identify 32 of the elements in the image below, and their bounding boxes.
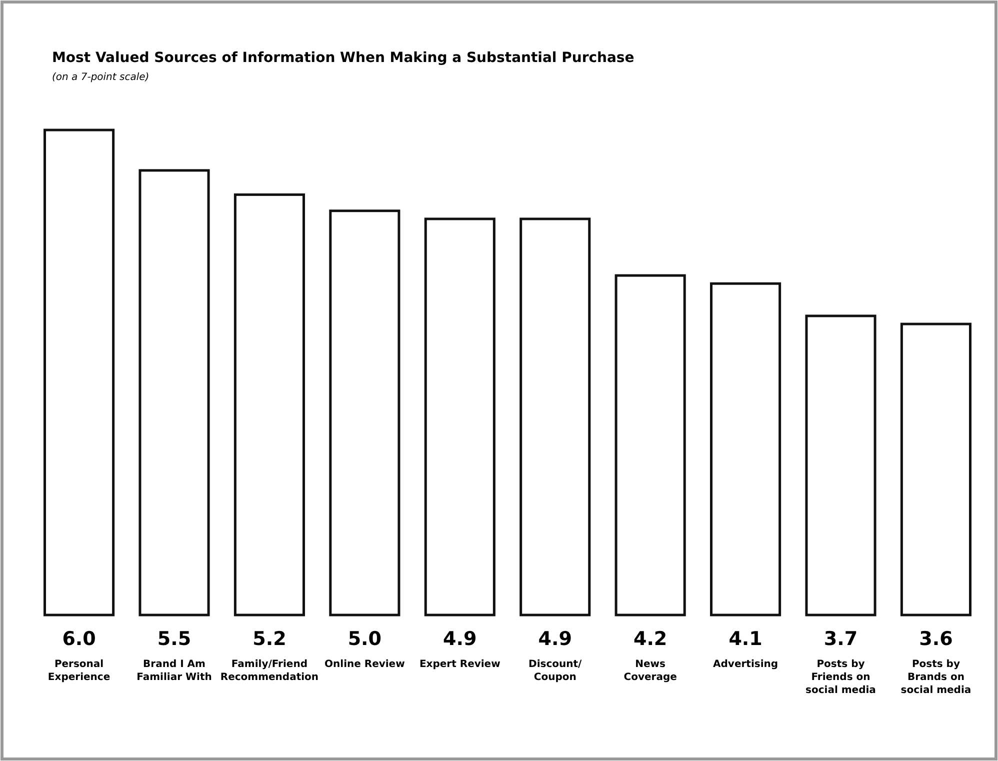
x-tick-label: Expert Review <box>419 659 500 670</box>
bar <box>805 314 876 616</box>
x-tick-label: Posts by Friends on social media <box>806 659 876 696</box>
x-tick-label: Brand I Am Familiar With <box>136 659 212 683</box>
data-label: 6.0 <box>62 628 96 650</box>
bar <box>520 218 591 616</box>
data-label: 5.5 <box>157 628 192 650</box>
bar <box>44 128 115 616</box>
bar <box>138 169 210 616</box>
bar <box>234 193 305 616</box>
data-label: 4.2 <box>633 628 668 650</box>
bar <box>329 210 400 616</box>
x-tick-label: Posts by Brands on social media <box>900 659 972 696</box>
chart-title: Most Valued Sources of Information When Making a Substantial Purchase <box>52 50 634 66</box>
x-tick-label: News Coverage <box>624 659 678 683</box>
data-label: 4.9 <box>443 628 477 650</box>
x-tick-label: Online Review <box>324 659 405 670</box>
data-label: 4.1 <box>728 628 762 650</box>
bar <box>710 282 782 616</box>
bar <box>424 218 496 616</box>
x-tick-label: Personal Experience <box>48 659 110 683</box>
data-label: 4.9 <box>538 628 572 650</box>
x-tick-label: Family/Friend Recommendation <box>220 659 319 683</box>
data-label: 5.0 <box>348 628 382 650</box>
chart-subtitle: (on a 7-point scale) <box>52 72 150 83</box>
x-tick-label: Discount/ Coupon <box>528 659 582 683</box>
data-label: 3.7 <box>824 628 858 650</box>
bar <box>614 274 686 616</box>
data-label: 5.2 <box>252 628 286 650</box>
x-tick-label: Advertising <box>713 659 778 670</box>
bar <box>900 322 972 616</box>
data-label: 3.6 <box>919 628 953 650</box>
